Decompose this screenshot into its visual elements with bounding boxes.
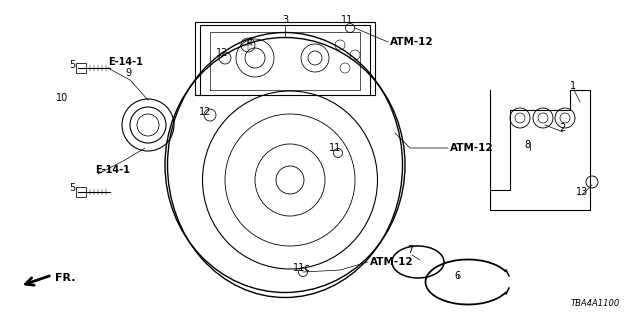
Text: 11c: 11c	[293, 263, 311, 273]
Text: ATM-12: ATM-12	[370, 257, 413, 267]
Bar	[76, 187, 86, 197]
Text: 2: 2	[559, 123, 565, 133]
Text: 13: 13	[576, 187, 588, 197]
Text: 12: 12	[199, 107, 211, 117]
Bar	[76, 63, 86, 73]
Text: E-14-1: E-14-1	[108, 57, 143, 67]
Text: ATM-12: ATM-12	[450, 143, 493, 153]
Text: 4: 4	[247, 37, 253, 47]
Text: ATM-12: ATM-12	[390, 37, 434, 47]
Text: 6: 6	[454, 271, 460, 281]
Text: 7: 7	[407, 245, 413, 255]
Text: TBA4A1100: TBA4A1100	[571, 299, 620, 308]
Text: 10: 10	[56, 93, 68, 103]
Text: 5: 5	[69, 183, 75, 193]
Text: FR.: FR.	[55, 273, 76, 283]
Text: 5: 5	[69, 60, 75, 70]
Text: E-14-1: E-14-1	[95, 165, 130, 175]
Text: 9: 9	[125, 68, 131, 78]
Text: 11: 11	[329, 143, 341, 153]
Text: 11: 11	[341, 15, 353, 25]
Text: 1: 1	[570, 81, 576, 91]
Text: 12: 12	[216, 48, 228, 58]
Text: 8: 8	[524, 140, 530, 150]
Text: 3: 3	[282, 15, 288, 25]
